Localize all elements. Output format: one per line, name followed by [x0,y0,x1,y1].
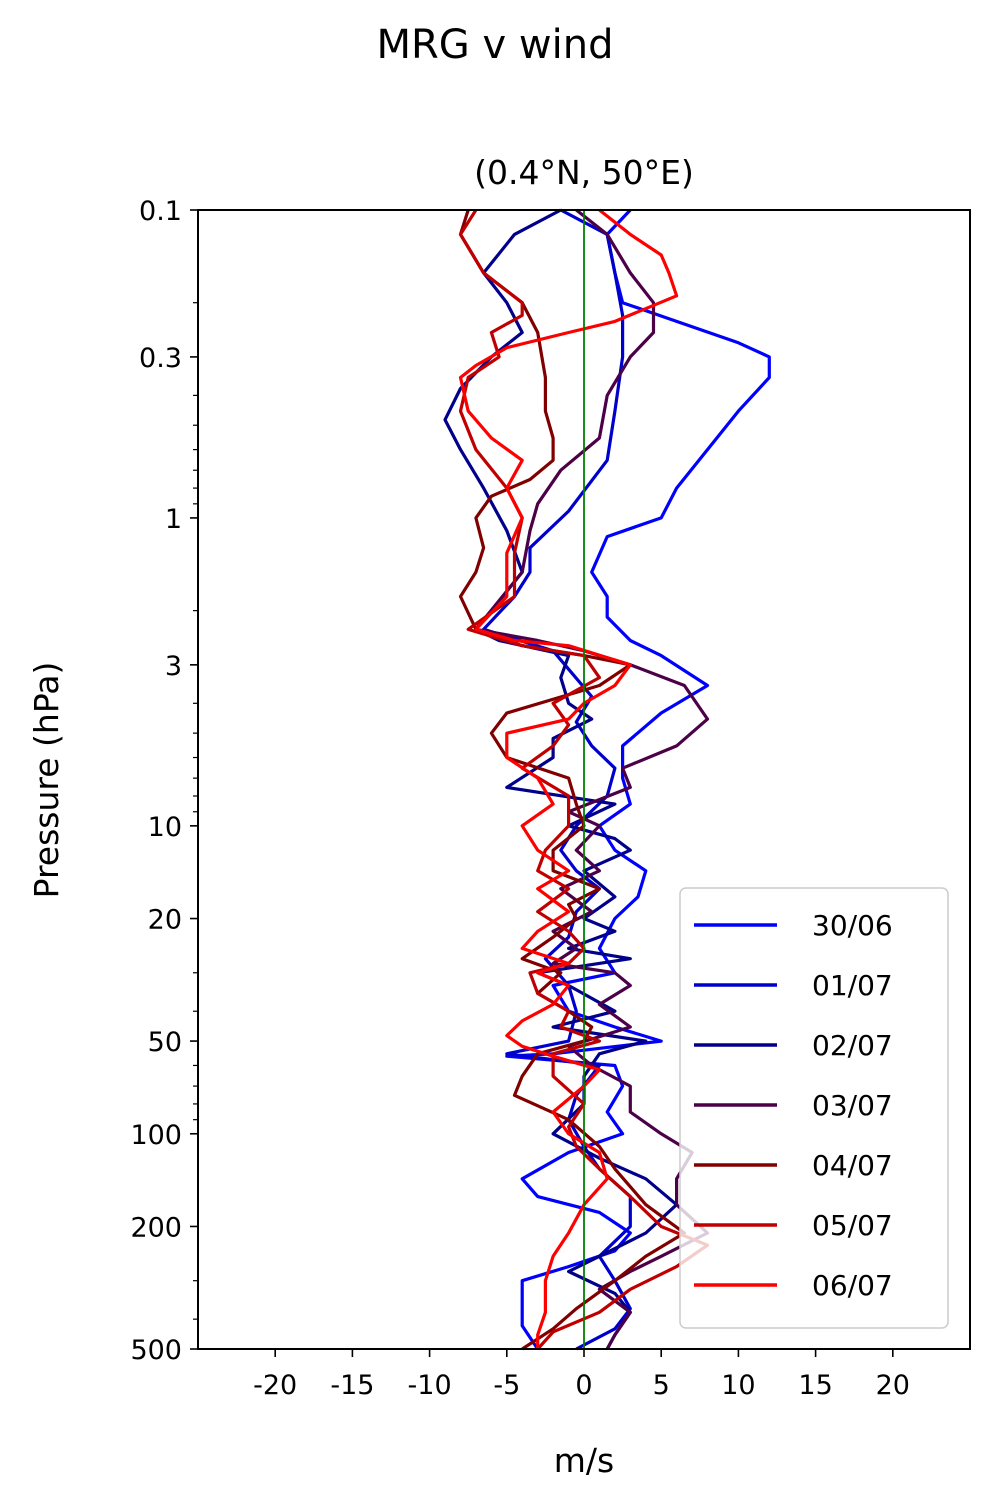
y-tick-label: 20 [148,905,182,936]
x-tick-label: 10 [721,1370,755,1401]
y-axis-ticks: 0.1 0.3 1 3 10 20 50 100 200 500 [130,196,198,1366]
legend-label: 01/07 [812,969,893,1002]
y-tick-label: 200 [130,1212,182,1243]
legend-label: 05/07 [812,1209,893,1242]
y-tick-label: 3 [165,651,182,682]
y-tick-label: 100 [130,1120,182,1151]
legend-label: 03/07 [812,1089,893,1122]
y-tick-label: 500 [130,1335,182,1366]
y-axis-label: Pressure (hPa) [27,662,66,899]
y-tick-label: 0.3 [139,343,182,374]
legend-label: 30/06 [812,909,893,942]
x-tick-label: 5 [653,1370,670,1401]
series-layer [443,208,771,1351]
x-tick-label: -5 [493,1370,520,1401]
x-tick-label: -15 [330,1370,374,1401]
y-tick-label: 0.1 [139,196,182,227]
x-tick-label: -20 [253,1370,297,1401]
series-line-5 [458,209,686,1351]
series-line-7 [458,208,679,1349]
x-tick-label: 0 [575,1370,592,1401]
figure-title: MRG v wind [376,22,614,68]
legend-label: 02/07 [812,1029,893,1062]
legend-box [679,887,949,1329]
x-axis-ticks: -20 -15 -10 -5 0 5 10 15 20 [253,1349,910,1401]
legend-label: 06/07 [812,1269,893,1302]
y-tick-label: 10 [148,812,182,843]
x-tick-label: -10 [408,1370,452,1401]
x-tick-label: 20 [876,1370,910,1401]
series-line-6 [458,209,710,1351]
chart-subtitle: (0.4°N, 50°E) [474,153,694,192]
series-line-3 [443,208,679,1350]
legend: 30/06 01/07 02/07 03/07 04/07 05/07 06/07 [679,887,949,1329]
x-tick-label: 15 [798,1370,832,1401]
series-line-1 [505,208,771,1350]
x-axis-label: m/s [554,1441,614,1480]
y-tick-label: 50 [148,1027,182,1058]
legend-label: 04/07 [812,1149,893,1182]
series-line-4 [474,208,710,1350]
y-tick-label: 1 [165,504,182,535]
